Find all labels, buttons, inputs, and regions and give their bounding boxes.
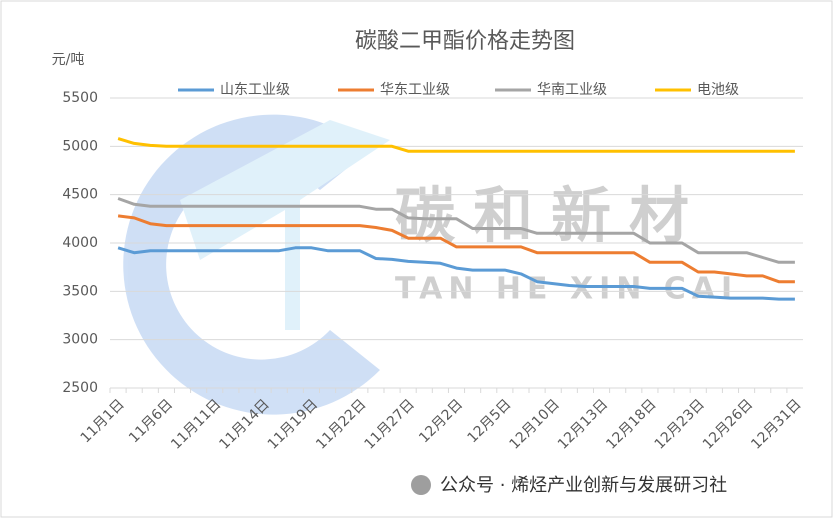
wechat-icon: [411, 475, 431, 495]
series-line: [117, 137, 795, 153]
y-tick-label: 2500: [62, 380, 98, 396]
watermark: 碳和新材: [395, 182, 707, 252]
y-tick-label: 4500: [62, 187, 98, 203]
legend-label: 华南工业级: [537, 82, 607, 98]
y-tick-label: 3000: [62, 332, 98, 348]
y-tick-label: 4000: [62, 235, 98, 251]
legend-label: 山东工业级: [220, 82, 290, 98]
y-tick-label: 5500: [62, 90, 98, 106]
y-tick-label: 5000: [62, 138, 98, 154]
series-line: [117, 246, 795, 301]
chart-title: 碳酸二甲酯价格走势图: [355, 29, 575, 54]
legend-label: 电池级: [697, 82, 739, 98]
series-line: [117, 214, 795, 284]
footer: 公众号 · 烯烃产业创新与发展研习社: [440, 475, 727, 496]
legend-label: 华东工业级: [380, 82, 450, 98]
y-tick-label: 3500: [62, 283, 98, 299]
y-axis-unit: 元/吨: [52, 52, 85, 68]
series-line: [117, 197, 795, 264]
